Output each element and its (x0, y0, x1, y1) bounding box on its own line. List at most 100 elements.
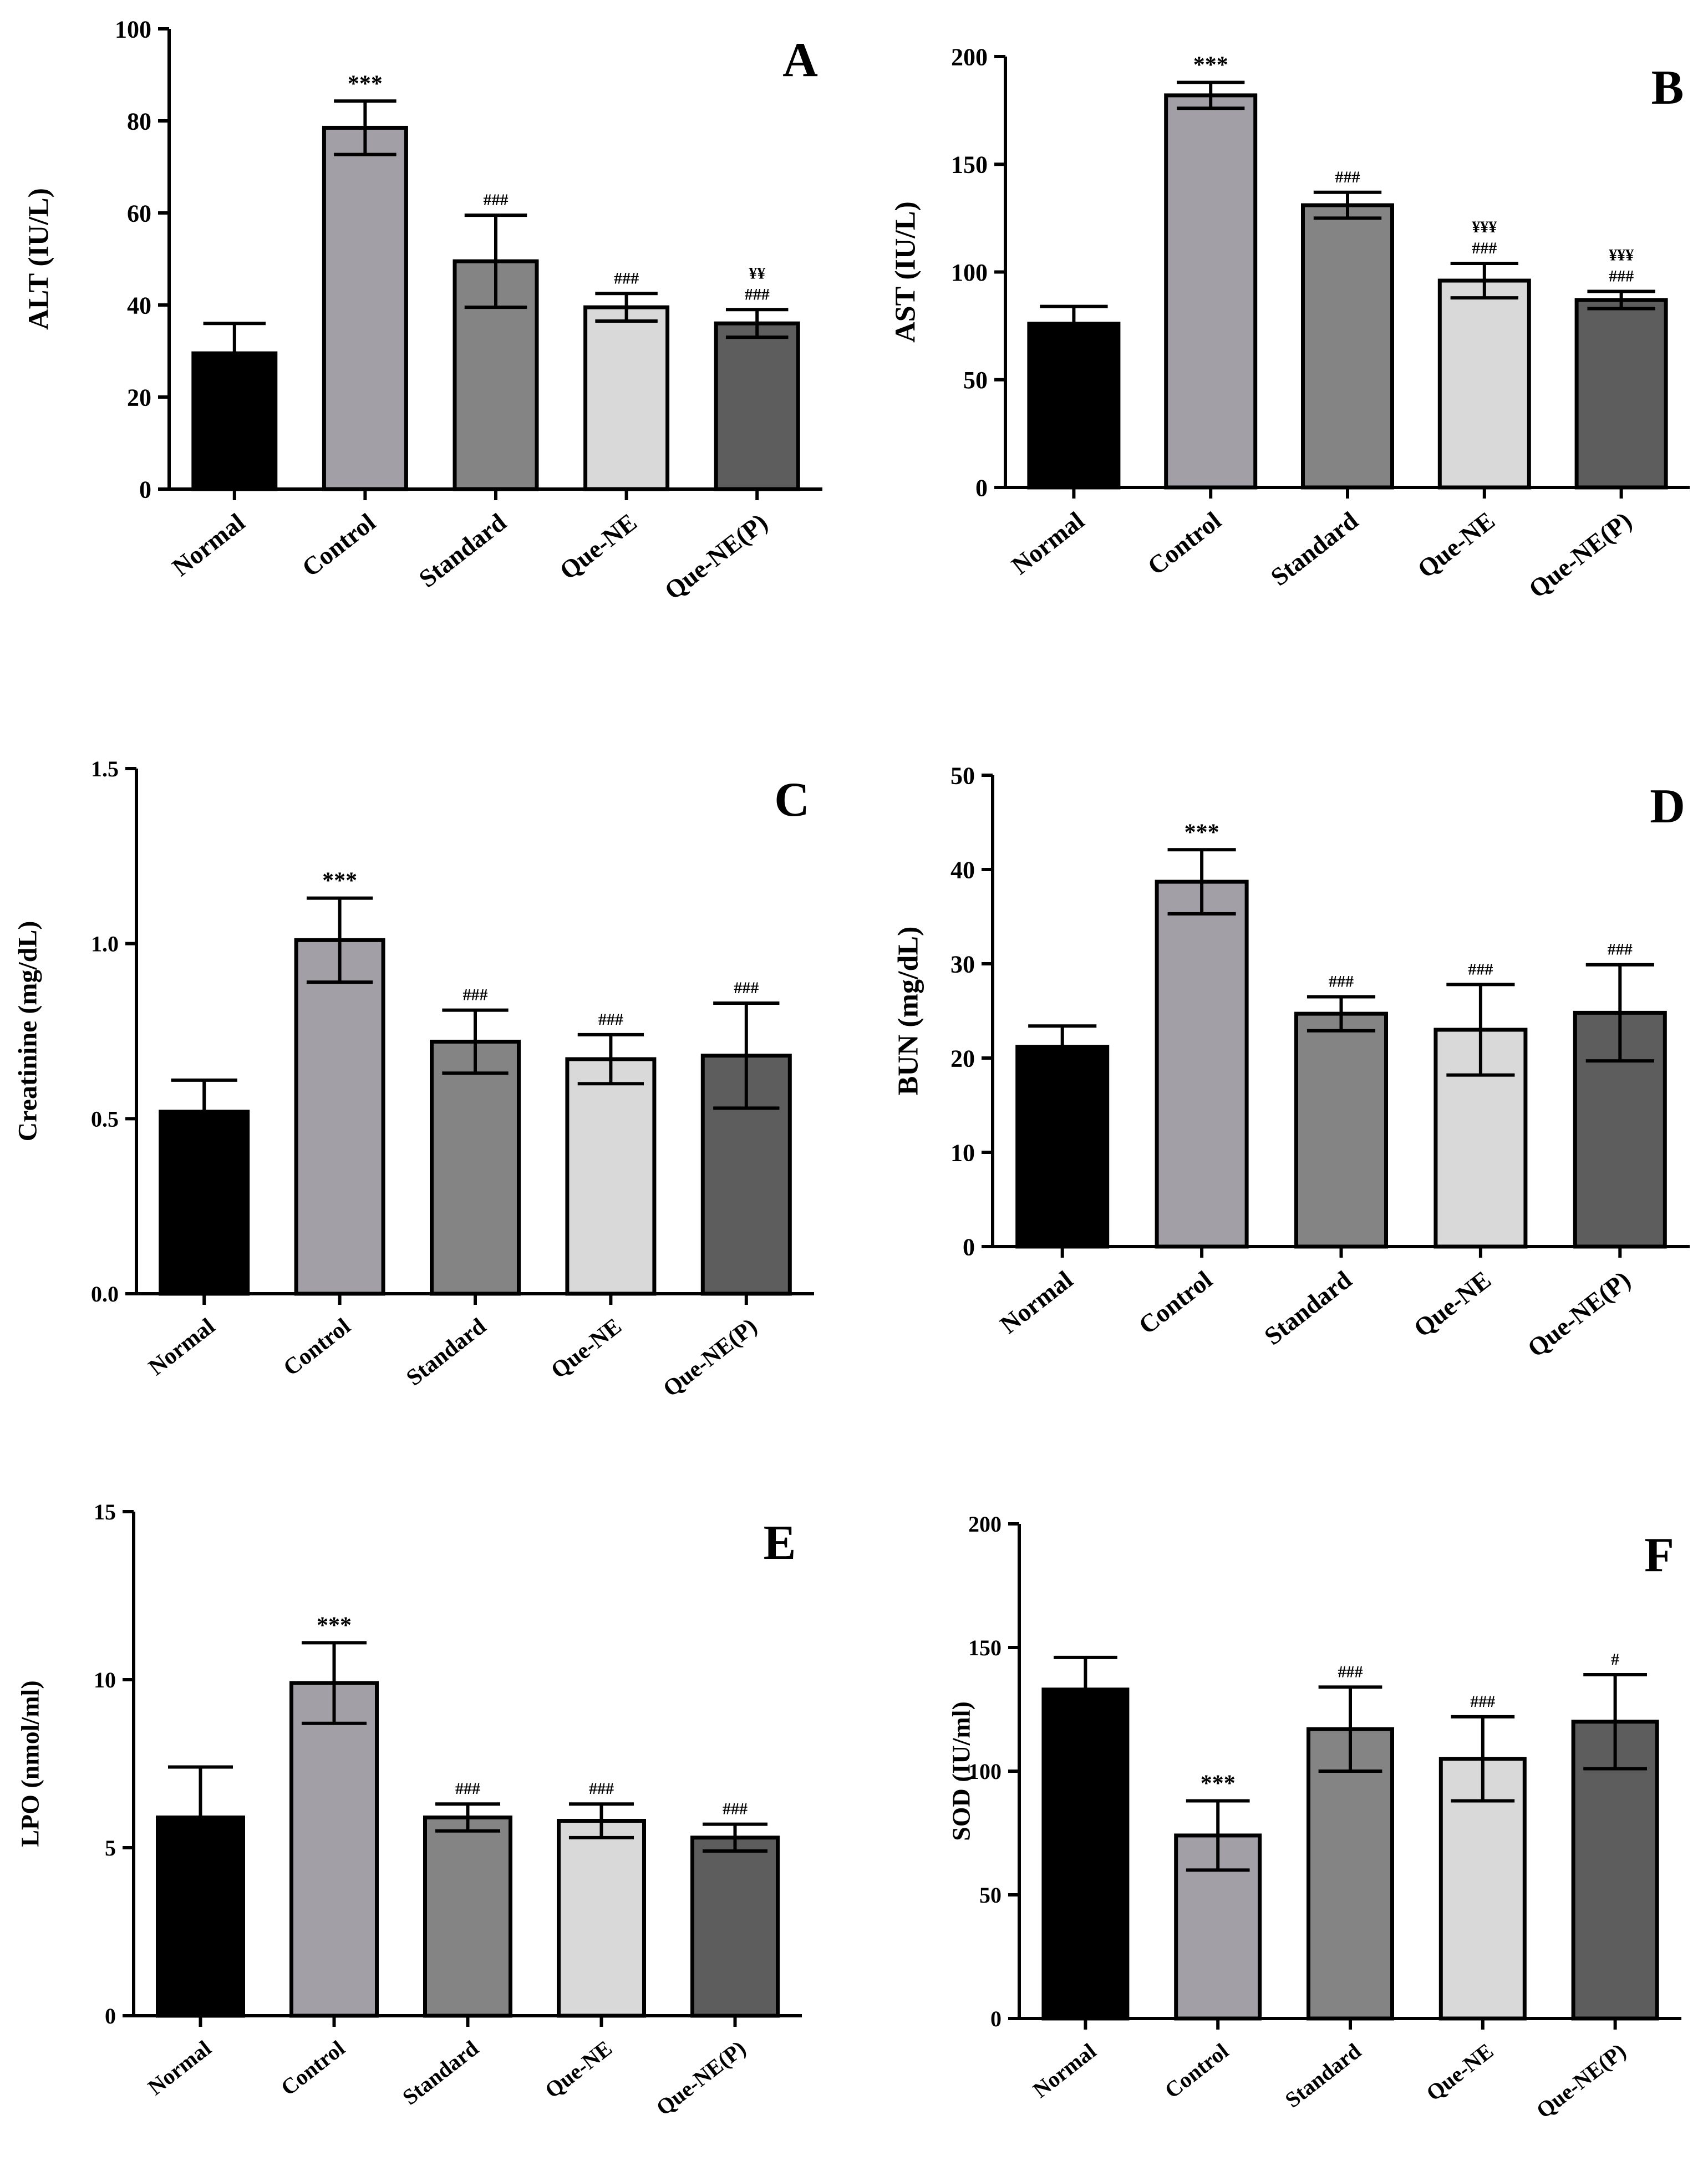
y-axis-label: BUN (mg/dL) (893, 927, 924, 1096)
significance-label: *** (1193, 53, 1228, 78)
y-tick-label: 30 (950, 950, 975, 978)
y-tick-label: 100 (115, 16, 151, 43)
y-tick-label: 20 (127, 384, 151, 411)
y-tick-label: 200 (951, 43, 988, 70)
panel-letter: C (774, 773, 810, 827)
y-tick-label: 15 (94, 1499, 116, 1524)
panel-letter: E (764, 1516, 796, 1570)
x-tick-label: Que-NE (546, 1314, 626, 1384)
x-tick-label: Control (276, 2036, 349, 2101)
x-tick-label: Que-NE(P) (1523, 506, 1637, 603)
y-tick-label: 60 (127, 200, 151, 227)
bar-control (294, 938, 385, 1296)
bar-standard (430, 1039, 521, 1296)
panel-letter: A (782, 33, 818, 87)
y-tick-label: 50 (950, 762, 975, 789)
significance-label: ### (745, 285, 770, 303)
x-tick-label: Normal (144, 1314, 220, 1381)
significance-label: ### (1468, 960, 1493, 978)
y-axis-label: ALT (IU/L) (23, 188, 55, 330)
y-axis-label: Creatinine (mg/dL) (13, 921, 43, 1142)
significance-label-secondary: ¥¥¥ (1609, 246, 1634, 264)
x-tick-label: Control (1142, 506, 1227, 581)
y-tick-label: 100 (968, 1759, 1002, 1784)
significance-label: *** (317, 1613, 352, 1638)
y-tick-label: 0 (105, 2004, 116, 2028)
significance-label: ### (598, 1010, 623, 1029)
panel-f: 0 50 100 150 200 SOD (IU/ml) F Normal *** Control… (947, 1512, 1681, 2123)
y-tick-label: 150 (968, 1635, 1002, 1660)
x-tick-label: Normal (995, 1265, 1078, 1339)
significance-label: ### (484, 191, 509, 209)
y-tick-label: 40 (950, 856, 975, 883)
panel-letter: D (1650, 780, 1685, 833)
y-tick-label: 200 (968, 1512, 1002, 1537)
x-tick-label: Control (297, 508, 381, 582)
bar-control (1155, 879, 1249, 1249)
bar-que-ne (565, 1057, 657, 1296)
x-tick-label: Control (1160, 2038, 1233, 2103)
significance-label-secondary: ¥¥ (749, 264, 765, 282)
x-tick-label: Normal (1028, 2038, 1101, 2103)
y-tick-label: 100 (951, 259, 988, 286)
y-tick-label: 1.5 (91, 756, 119, 781)
y-tick-label: 0 (990, 2006, 1002, 2031)
bar-standard (1294, 1011, 1388, 1249)
significance-label: ### (589, 1779, 614, 1798)
y-tick-label: 0.0 (91, 1282, 119, 1306)
significance-label: ### (1472, 239, 1497, 257)
panel-d: 0 10 20 30 40 50 BUN (mg/dL) D Normal *** Control #… (893, 762, 1690, 1362)
panel-a: 0 20 40 60 80 100 ALT (IU/L) A Normal *** Control #… (23, 16, 822, 605)
x-tick-label: Normal (167, 508, 250, 582)
bar-que-ne (1437, 278, 1531, 490)
y-tick-label: 10 (94, 1667, 116, 1692)
panel-c: 0.0 0.5 1.0 1.5 Creatinine (mg/dL) C Normal ***… (13, 756, 814, 1402)
x-tick-label: Que-NE(P) (652, 2036, 750, 2121)
x-tick-label: Que-NE (1421, 2038, 1498, 2106)
significance-label: *** (1185, 820, 1219, 845)
x-tick-label: Que-NE (540, 2036, 617, 2103)
bar-normal (1027, 322, 1121, 490)
x-tick-label: Standard (414, 507, 512, 593)
x-tick-label: Normal (143, 2036, 216, 2100)
significance-label: ### (1609, 267, 1634, 285)
y-tick-label: 0 (139, 476, 151, 503)
bar-standard (423, 1815, 512, 2018)
y-tick-label: 50 (963, 367, 988, 394)
bar-que-ne-p- (714, 321, 800, 491)
x-tick-label: Standard (1265, 506, 1364, 591)
significance-label: ### (463, 986, 488, 1004)
bar-que-ne-p- (1574, 298, 1668, 490)
significance-label: ### (1338, 1662, 1363, 1681)
x-tick-label: Normal (1006, 506, 1089, 580)
significance-label: ### (1329, 973, 1354, 991)
y-tick-label: 40 (127, 292, 151, 319)
y-tick-label: 0 (963, 1233, 975, 1260)
significance-label: *** (348, 71, 383, 96)
panel-b: 0 50 100 150 200 AST (IU/L) B Normal *** Control #… (890, 43, 1690, 603)
significance-label: ### (455, 1779, 480, 1798)
x-tick-label: Que-NE(P) (659, 508, 773, 605)
y-tick-label: 0.5 (91, 1106, 119, 1131)
bar-que-ne-p- (1571, 1720, 1659, 2021)
y-tick-label: 1.0 (91, 932, 119, 957)
significance-label: ### (734, 979, 759, 997)
bar-normal (1041, 1687, 1130, 2021)
panel-letter: F (1644, 1528, 1674, 1582)
x-tick-label: Que-NE (1412, 506, 1500, 583)
y-tick-label: 80 (127, 108, 151, 135)
y-axis-label: LPO (nmol/ml) (16, 1680, 44, 1847)
bar-control (322, 125, 408, 491)
y-tick-label: 0 (975, 474, 988, 501)
significance-label: ### (723, 1800, 748, 1818)
x-tick-label: Que-NE (554, 508, 642, 585)
significance-label: ### (1335, 168, 1360, 186)
y-tick-label: 10 (950, 1139, 975, 1166)
x-tick-label: Que-NE(P) (1522, 1265, 1636, 1362)
y-axis-label: SOD (IU/ml) (947, 1701, 975, 1841)
significance-label: ### (1608, 940, 1633, 959)
y-tick-label: 50 (979, 1883, 1002, 1908)
significance-label: ### (1470, 1692, 1495, 1711)
bar-control (1164, 93, 1258, 490)
